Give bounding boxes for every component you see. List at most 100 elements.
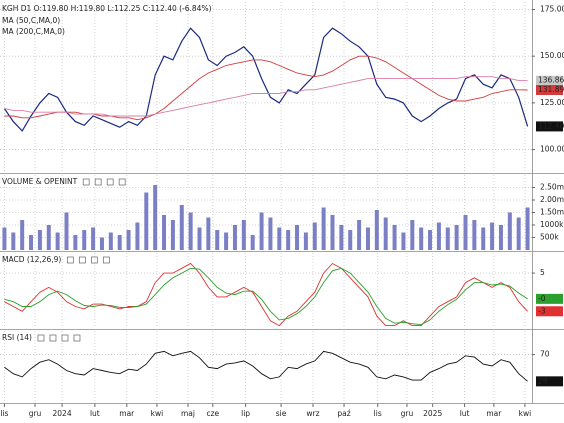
- volume-bar: [472, 220, 477, 250]
- x-tick-label: paź: [337, 409, 350, 418]
- volume-bar: [445, 227, 450, 250]
- panel-icon: [73, 334, 81, 342]
- value-readout-box: [536, 75, 563, 86]
- legend-entry: MA (50,C,MA,0): [2, 16, 60, 25]
- volume-bar: [250, 235, 255, 250]
- y-tick-label: 2.00m: [540, 195, 564, 204]
- volume-bar: [348, 230, 353, 250]
- volume-bar: [20, 220, 25, 250]
- volume-bar: [525, 207, 530, 250]
- volume-bar: [82, 230, 87, 250]
- y-tick-label: 5: [540, 268, 545, 277]
- x-tick-label: lis: [374, 409, 382, 418]
- y-tick-label: 1000k: [540, 220, 564, 229]
- x-tick-label: lip: [241, 409, 250, 418]
- volume-bar: [188, 212, 193, 250]
- x-tick-label: kwi: [151, 409, 164, 418]
- volume-bar: [383, 217, 388, 250]
- panel-icon: [106, 178, 114, 186]
- volume-bar: [339, 225, 344, 250]
- panel-icon: [37, 334, 45, 342]
- y-tick-label: 1.50m: [540, 208, 564, 217]
- value-readout: -0: [538, 294, 546, 303]
- panel-icon: [66, 256, 74, 264]
- x-tick-label: mar: [486, 409, 502, 418]
- series-line: [4, 262, 528, 327]
- volume-bar: [29, 235, 34, 250]
- value-readout: 28: [538, 376, 548, 385]
- volume-bar: [374, 210, 379, 250]
- x-tick-label: lut: [460, 409, 470, 418]
- volume-bar: [170, 220, 175, 250]
- volume-bar: [312, 222, 317, 250]
- x-tick-label: 2025: [423, 409, 442, 418]
- volume-bar: [215, 230, 220, 250]
- panel-icon: [49, 334, 57, 342]
- volume-bar: [135, 222, 140, 250]
- volume-bar: [99, 237, 104, 250]
- value-readout-box: [536, 306, 563, 317]
- value-readout-box: [536, 85, 563, 96]
- volume-bar: [410, 220, 415, 250]
- panel-icon: [94, 178, 102, 186]
- x-tick-label: wrz: [306, 409, 319, 418]
- y-tick-label: 125.00: [540, 98, 564, 107]
- volume-bar: [179, 205, 184, 250]
- volume-bar: [268, 217, 273, 250]
- panel-icon: [102, 256, 110, 264]
- volume-bar: [277, 227, 282, 250]
- value-readout: 112.40: [538, 121, 564, 130]
- volume-bar: [64, 212, 69, 250]
- x-tick-label: maj: [181, 409, 195, 418]
- panel-icon: [61, 334, 69, 342]
- y-tick-label: 150.00: [540, 51, 564, 60]
- series-line: [3, 27, 529, 132]
- value-readout-box: [536, 376, 563, 387]
- volume-bar: [419, 227, 424, 250]
- volume-bar: [498, 225, 503, 250]
- y-tick-label: 175.00: [540, 4, 564, 13]
- volume-bar: [11, 232, 16, 250]
- volume-bar: [37, 230, 42, 250]
- volume-bar: [463, 215, 468, 250]
- volume-bar: [2, 227, 7, 250]
- volume-bar: [232, 225, 237, 250]
- volume-bar: [224, 232, 229, 250]
- panel-icon: [90, 256, 98, 264]
- volume-bar: [241, 220, 246, 250]
- y-tick-label: 100.00: [540, 145, 564, 154]
- volume-bar: [516, 217, 521, 250]
- series-line: [4, 267, 528, 326]
- y-tick-label: 500k: [540, 233, 559, 242]
- volume-bar: [295, 225, 300, 250]
- panel-icon: [82, 178, 90, 186]
- volume-bar: [46, 225, 51, 250]
- volume-bar: [55, 232, 60, 250]
- volume-bar: [197, 227, 202, 250]
- volume-bar: [117, 235, 122, 250]
- panel-title: VOLUME & OPENINT: [2, 177, 78, 186]
- panel-icon: [118, 178, 126, 186]
- volume-bar: [392, 225, 397, 250]
- volume-bar: [259, 212, 264, 250]
- x-tick-label: gru: [401, 409, 414, 418]
- panel-icon: [78, 256, 86, 264]
- volume-bar: [428, 230, 433, 250]
- volume-bar: [401, 232, 406, 250]
- volume-bar: [507, 212, 512, 250]
- volume-bar: [436, 222, 441, 250]
- volume-bar: [454, 225, 459, 250]
- x-tick-label: lut: [90, 409, 100, 418]
- value-readout-box: [536, 293, 563, 304]
- volume-bar: [162, 215, 167, 250]
- panel-title: MACD (12,26,9): [2, 255, 61, 264]
- x-tick-label: mar: [119, 409, 135, 418]
- volume-bar: [286, 230, 291, 250]
- volume-bar: [490, 222, 495, 250]
- panel-title: RSI (14): [2, 333, 32, 342]
- x-tick-label: gru: [29, 409, 42, 418]
- volume-bar: [365, 227, 370, 250]
- panel-title: KGH D1 O:119.80 H:119.80 L:112.25 C:112.…: [2, 4, 212, 13]
